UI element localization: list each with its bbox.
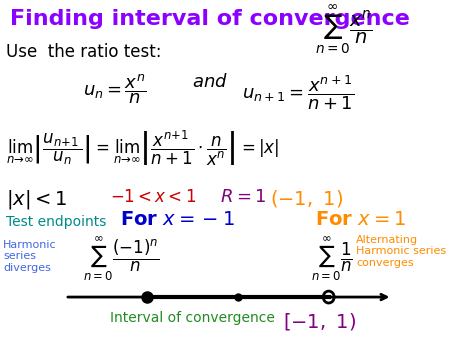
Text: $R=1$: $R=1$ — [219, 188, 266, 206]
Text: Test endpoints: Test endpoints — [6, 215, 106, 229]
Text: $\sum_{n=0}^{\infty} \dfrac{x^n}{n}$: $\sum_{n=0}^{\infty} \dfrac{x^n}{n}$ — [315, 4, 373, 56]
Text: Alternating
Harmonic series
converges: Alternating Harmonic series converges — [356, 235, 446, 268]
Text: $\sum_{n=0}^{\infty} \dfrac{(-1)^n}{n}$: $\sum_{n=0}^{\infty} \dfrac{(-1)^n}{n}$ — [83, 235, 160, 283]
Text: $[-1,\ 1)$: $[-1,\ 1)$ — [283, 311, 356, 332]
Text: $|x| < 1$: $|x| < 1$ — [6, 188, 67, 211]
Circle shape — [323, 291, 334, 303]
Text: $\lim_{n \to \infty}\left|\dfrac{u_{n+1}}{u_n}\right| = \lim_{n \to \infty}\left: $\lim_{n \to \infty}\left|\dfrac{u_{n+1}… — [6, 129, 279, 168]
Text: $u_n = \dfrac{x^n}{n}$: $u_n = \dfrac{x^n}{n}$ — [83, 73, 147, 106]
Text: Harmonic
series
diverges: Harmonic series diverges — [3, 240, 57, 273]
Text: Interval of convergence: Interval of convergence — [110, 311, 275, 325]
Text: $\mathit{and}$: $\mathit{and}$ — [192, 73, 228, 91]
Text: Use  the ratio test:: Use the ratio test: — [6, 43, 162, 61]
Text: $(-1,\ 1)$: $(-1,\ 1)$ — [270, 188, 343, 209]
Text: Finding interval of convergence: Finding interval of convergence — [10, 9, 410, 29]
Text: $\mathbf{For}\ x = 1$: $\mathbf{For}\ x = 1$ — [315, 210, 406, 229]
Text: $\sum_{n=0}^{\infty} \dfrac{1}{n}$: $\sum_{n=0}^{\infty} \dfrac{1}{n}$ — [310, 235, 352, 283]
Text: $\mathbf{For}\ x = -1$: $\mathbf{For}\ x = -1$ — [119, 210, 234, 229]
Text: $-1 < x < 1$: $-1 < x < 1$ — [110, 188, 197, 206]
Text: $u_{n+1} = \dfrac{x^{n+1}}{n+1}$: $u_{n+1} = \dfrac{x^{n+1}}{n+1}$ — [242, 73, 355, 111]
